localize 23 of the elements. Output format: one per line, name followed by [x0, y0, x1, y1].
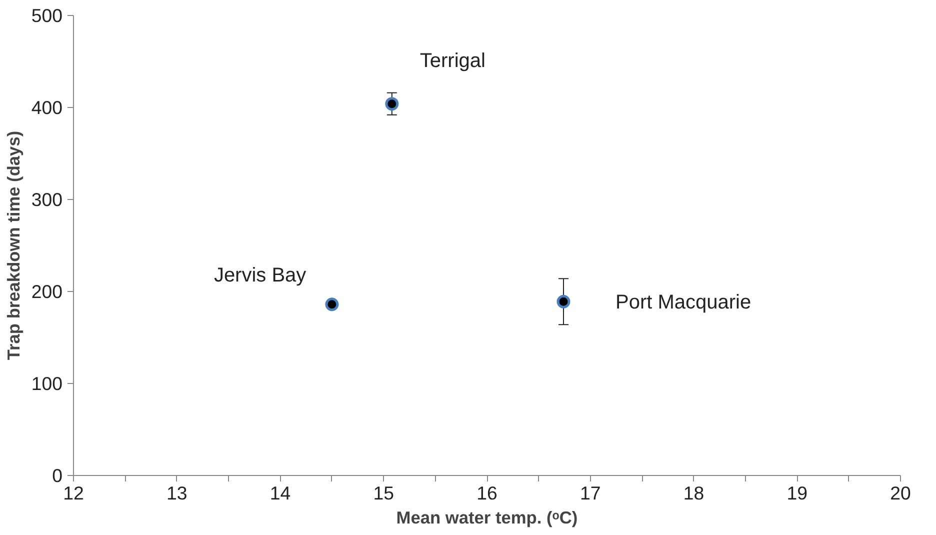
annotation: Terrigal: [420, 50, 486, 72]
y-tick-label: 100: [31, 373, 63, 394]
y-tick-label: 500: [31, 5, 63, 26]
x-tick-label: 20: [890, 482, 911, 504]
x-tick-label: 16: [476, 482, 498, 504]
x-tick-label: 13: [166, 482, 188, 504]
y-axis-title: Trap breakdown time (days): [3, 130, 24, 360]
point: [556, 294, 570, 308]
y-tick-label: 300: [31, 189, 63, 210]
y-tick-label: 0: [52, 465, 63, 486]
point: [325, 298, 339, 312]
point: [385, 97, 399, 111]
x-tick-label: 15: [373, 482, 394, 504]
x-tick-label: 12: [63, 482, 84, 504]
x-tick-label: 14: [270, 482, 291, 504]
annotation: Jervis Bay: [214, 264, 306, 286]
x-tick-label: 17: [580, 482, 601, 504]
y-tick-label: 200: [31, 281, 63, 302]
x-tick-label: 18: [683, 482, 704, 504]
y-tick-label: 400: [31, 97, 63, 118]
annotation: Port Macquarie: [615, 292, 752, 314]
x-tick-label: 19: [786, 482, 808, 504]
x-axis-title: Mean water temp. (ᵒC): [396, 508, 578, 528]
